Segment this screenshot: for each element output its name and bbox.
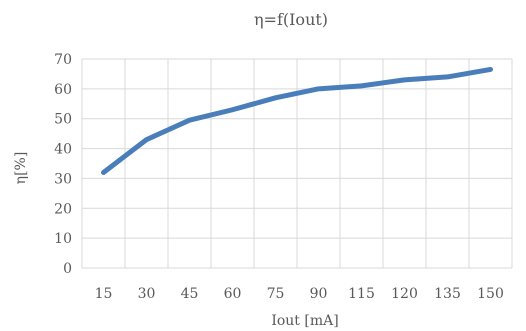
x-tick-label: 15 (95, 286, 113, 302)
grid-lines (81, 58, 513, 269)
x-tick-label: 60 (224, 286, 242, 302)
x-tick-label: 30 (138, 286, 156, 302)
x-tick-label: 135 (434, 286, 461, 302)
chart-title: η=f(Iout) (254, 10, 328, 29)
y-tick-label: 20 (54, 201, 72, 217)
x-tick-label: 150 (477, 286, 504, 302)
x-tick-label: 115 (348, 286, 375, 302)
y-axis-label: η[%] (13, 152, 29, 185)
y-tick-labels: 0 10 20 30 40 50 60 70 (54, 52, 72, 277)
x-tick-label: 90 (310, 286, 328, 302)
x-tick-labels: 15 30 45 60 75 90 115 120 135 150 (95, 286, 504, 302)
y-tick-label: 30 (54, 171, 72, 187)
y-tick-label: 0 (63, 261, 72, 277)
y-tick-label: 70 (54, 52, 72, 68)
series-layer (101, 66, 493, 175)
y-tick-label: 10 (54, 231, 72, 247)
x-tick-label: 45 (181, 286, 199, 302)
x-tick-label: 120 (391, 286, 418, 302)
series-line (101, 66, 493, 175)
y-tick-label: 50 (54, 112, 72, 128)
y-tick-label: 60 (54, 82, 72, 98)
x-tick-label: 75 (267, 286, 285, 302)
y-tick-label: 40 (54, 142, 72, 158)
x-axis-label: Iout [mA] (271, 313, 338, 329)
